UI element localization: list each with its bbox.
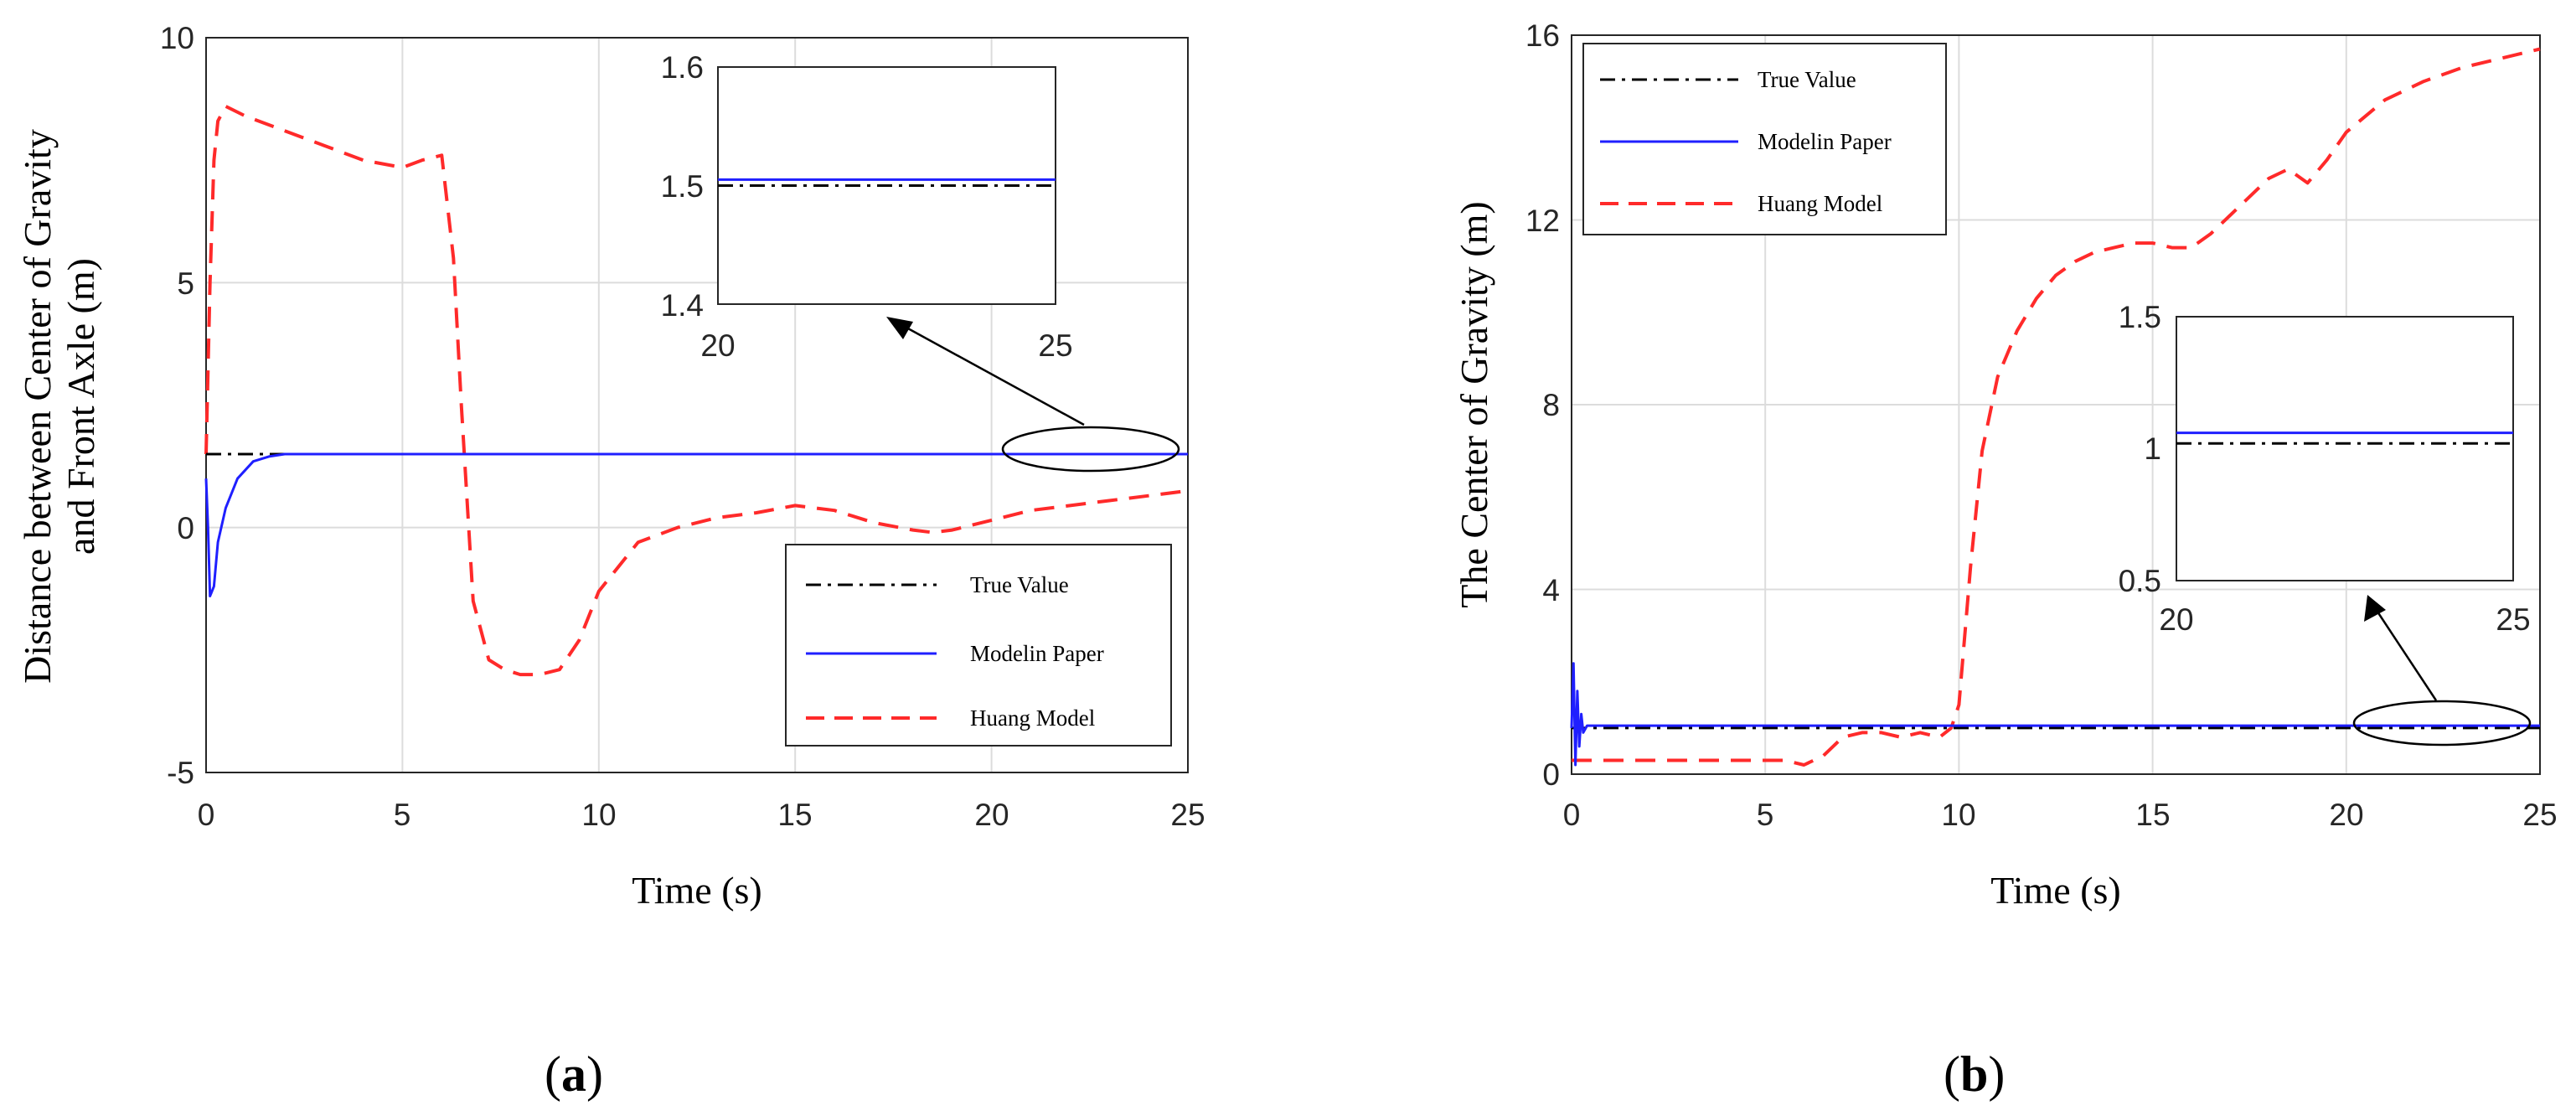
chart-b-x-tick: 25 <box>2522 798 2557 832</box>
chart-b-series <box>1570 47 2541 767</box>
chart-a-y-tick: -5 <box>167 756 194 790</box>
chart-b-y-tick: 8 <box>1542 388 1560 422</box>
chart-b-ylabel: The Center of Gravity (m) <box>1453 201 1495 607</box>
chart-b-y-tick: 4 <box>1542 573 1560 607</box>
chart-b-caption-open: ( <box>1944 1046 1960 1102</box>
chart-b-axes-box <box>1571 34 2541 775</box>
chart-a-caption: (a) <box>545 1046 603 1102</box>
chart-b-y-tick: 12 <box>1525 204 1560 238</box>
chart-b-inset-y-tick: 1 <box>2144 431 2161 466</box>
chart-b-inset-y-tick: 1.5 <box>2119 300 2161 334</box>
chart-b-xlabel: Time (s) <box>1990 869 2121 912</box>
chart-b-inset: 1.5 1 0.5 20 25 <box>2119 300 2531 637</box>
chart-a-ylabel: Distance between Center of Gravity and F… <box>16 129 102 684</box>
chart-a-zoom-ellipse <box>1001 426 1180 473</box>
chart-b-ylabel-group: The Center of Gravity (m) <box>1453 201 1495 607</box>
chart-a-series-huang-model <box>204 104 1189 677</box>
chart-a-xlabel: Time (s) <box>632 869 762 912</box>
chart-a-x-tick: 5 <box>394 798 411 832</box>
chart-b-x-tick-labels: 0 5 10 15 20 25 <box>1563 798 2558 832</box>
chart-a-y-tick: 10 <box>160 21 194 55</box>
chart-b-inset-y-tick: 0.5 <box>2119 564 2161 598</box>
legend-model: Modelin Paper <box>1758 129 1892 154</box>
chart-a-y-tick: 5 <box>177 266 194 301</box>
chart-a-inset: 1.6 1.5 1.4 20 25 <box>661 50 1073 363</box>
chart-b-caption-close: ) <box>1988 1046 2005 1102</box>
legend-true-value: True Value <box>970 572 1069 597</box>
chart-b-y-tick: 0 <box>1542 757 1560 792</box>
chart-b-y-tick: 16 <box>1525 18 1560 53</box>
chart-b-inset-x-tick: 20 <box>2159 602 2193 637</box>
chart-a-legend: True Value Modelin Paper Huang Model <box>785 544 1172 747</box>
chart-b-x-tick: 20 <box>2329 798 2363 832</box>
chart-b-series-modelin-paper <box>1570 662 2540 767</box>
chart-a-ylabel-line1: Distance between Center of Gravity <box>16 129 59 684</box>
chart-b-caption: (b) <box>1944 1046 2005 1102</box>
legend-huang: Huang Model <box>1758 191 1882 216</box>
chart-b-legend: True Value Modelin Paper Huang Model <box>1582 43 1947 235</box>
chart-b-x-tick: 0 <box>1563 798 1581 832</box>
chart-b-y-tick-labels: 16 12 8 4 0 <box>1525 18 1560 792</box>
chart-a-x-tick: 20 <box>974 798 1009 832</box>
chart-a-x-tick: 0 <box>198 798 215 832</box>
chart-a-x-tick: 15 <box>777 798 812 832</box>
chart-a-x-tick: 10 <box>581 798 616 832</box>
chart-a-x-tick: 25 <box>1170 798 1205 832</box>
chart-b: 0 5 10 15 20 25 16 12 8 4 0 Time (s) The… <box>1453 18 2558 1102</box>
legend-model: Modelin Paper <box>970 641 1104 666</box>
chart-a-y-tick: 0 <box>177 511 194 545</box>
chart-a-ylabel-line2: and Front Axle (m) <box>59 258 102 555</box>
chart-a-inset-x-tick: 25 <box>1038 328 1072 363</box>
chart-a-caption-letter: a <box>561 1046 586 1102</box>
chart-a-inset-y-tick: 1.5 <box>661 169 704 204</box>
chart-a-x-tick-labels: 0 5 10 15 20 25 <box>198 798 1205 832</box>
chart-b-caption-letter: b <box>1960 1046 1988 1102</box>
chart-b-zoom-ellipse <box>2352 700 2532 747</box>
chart-b-inset-box <box>2176 316 2514 581</box>
chart-a-legend-box <box>785 544 1172 747</box>
chart-b-series-huang-model <box>1572 47 2541 767</box>
chart-a-inset-x-tick: 20 <box>700 328 735 363</box>
chart-a-series-modelin-paper <box>204 452 1188 597</box>
chart-a-y-tick-labels: 10 5 0 -5 <box>160 21 194 790</box>
chart-b-inset-x-tick: 25 <box>2496 602 2530 637</box>
chart-b-x-tick: 15 <box>2135 798 2170 832</box>
chart-a-zoom-arrowhead <box>886 317 913 339</box>
chart-a-caption-close: ) <box>586 1046 603 1102</box>
legend-huang: Huang Model <box>970 705 1095 731</box>
chart-a-series <box>204 104 1189 677</box>
chart-b-x-tick: 5 <box>1757 798 1774 832</box>
chart-b-x-tick: 10 <box>1941 798 1975 832</box>
chart-b-zoom-arrow <box>2374 608 2438 701</box>
chart-a-zoom-arrow <box>889 317 1085 426</box>
chart-a-inset-y-tick: 1.6 <box>661 50 704 85</box>
chart-a-inset-y-tick: 1.4 <box>661 288 704 323</box>
chart-b-zoom-arrowhead <box>2364 595 2386 622</box>
chart-a-caption-open: ( <box>545 1046 561 1102</box>
legend-true-value: True Value <box>1758 67 1856 92</box>
chart-a: 0 5 10 15 20 25 10 5 0 -5 Time (s) Dista… <box>0 0 1257 1116</box>
